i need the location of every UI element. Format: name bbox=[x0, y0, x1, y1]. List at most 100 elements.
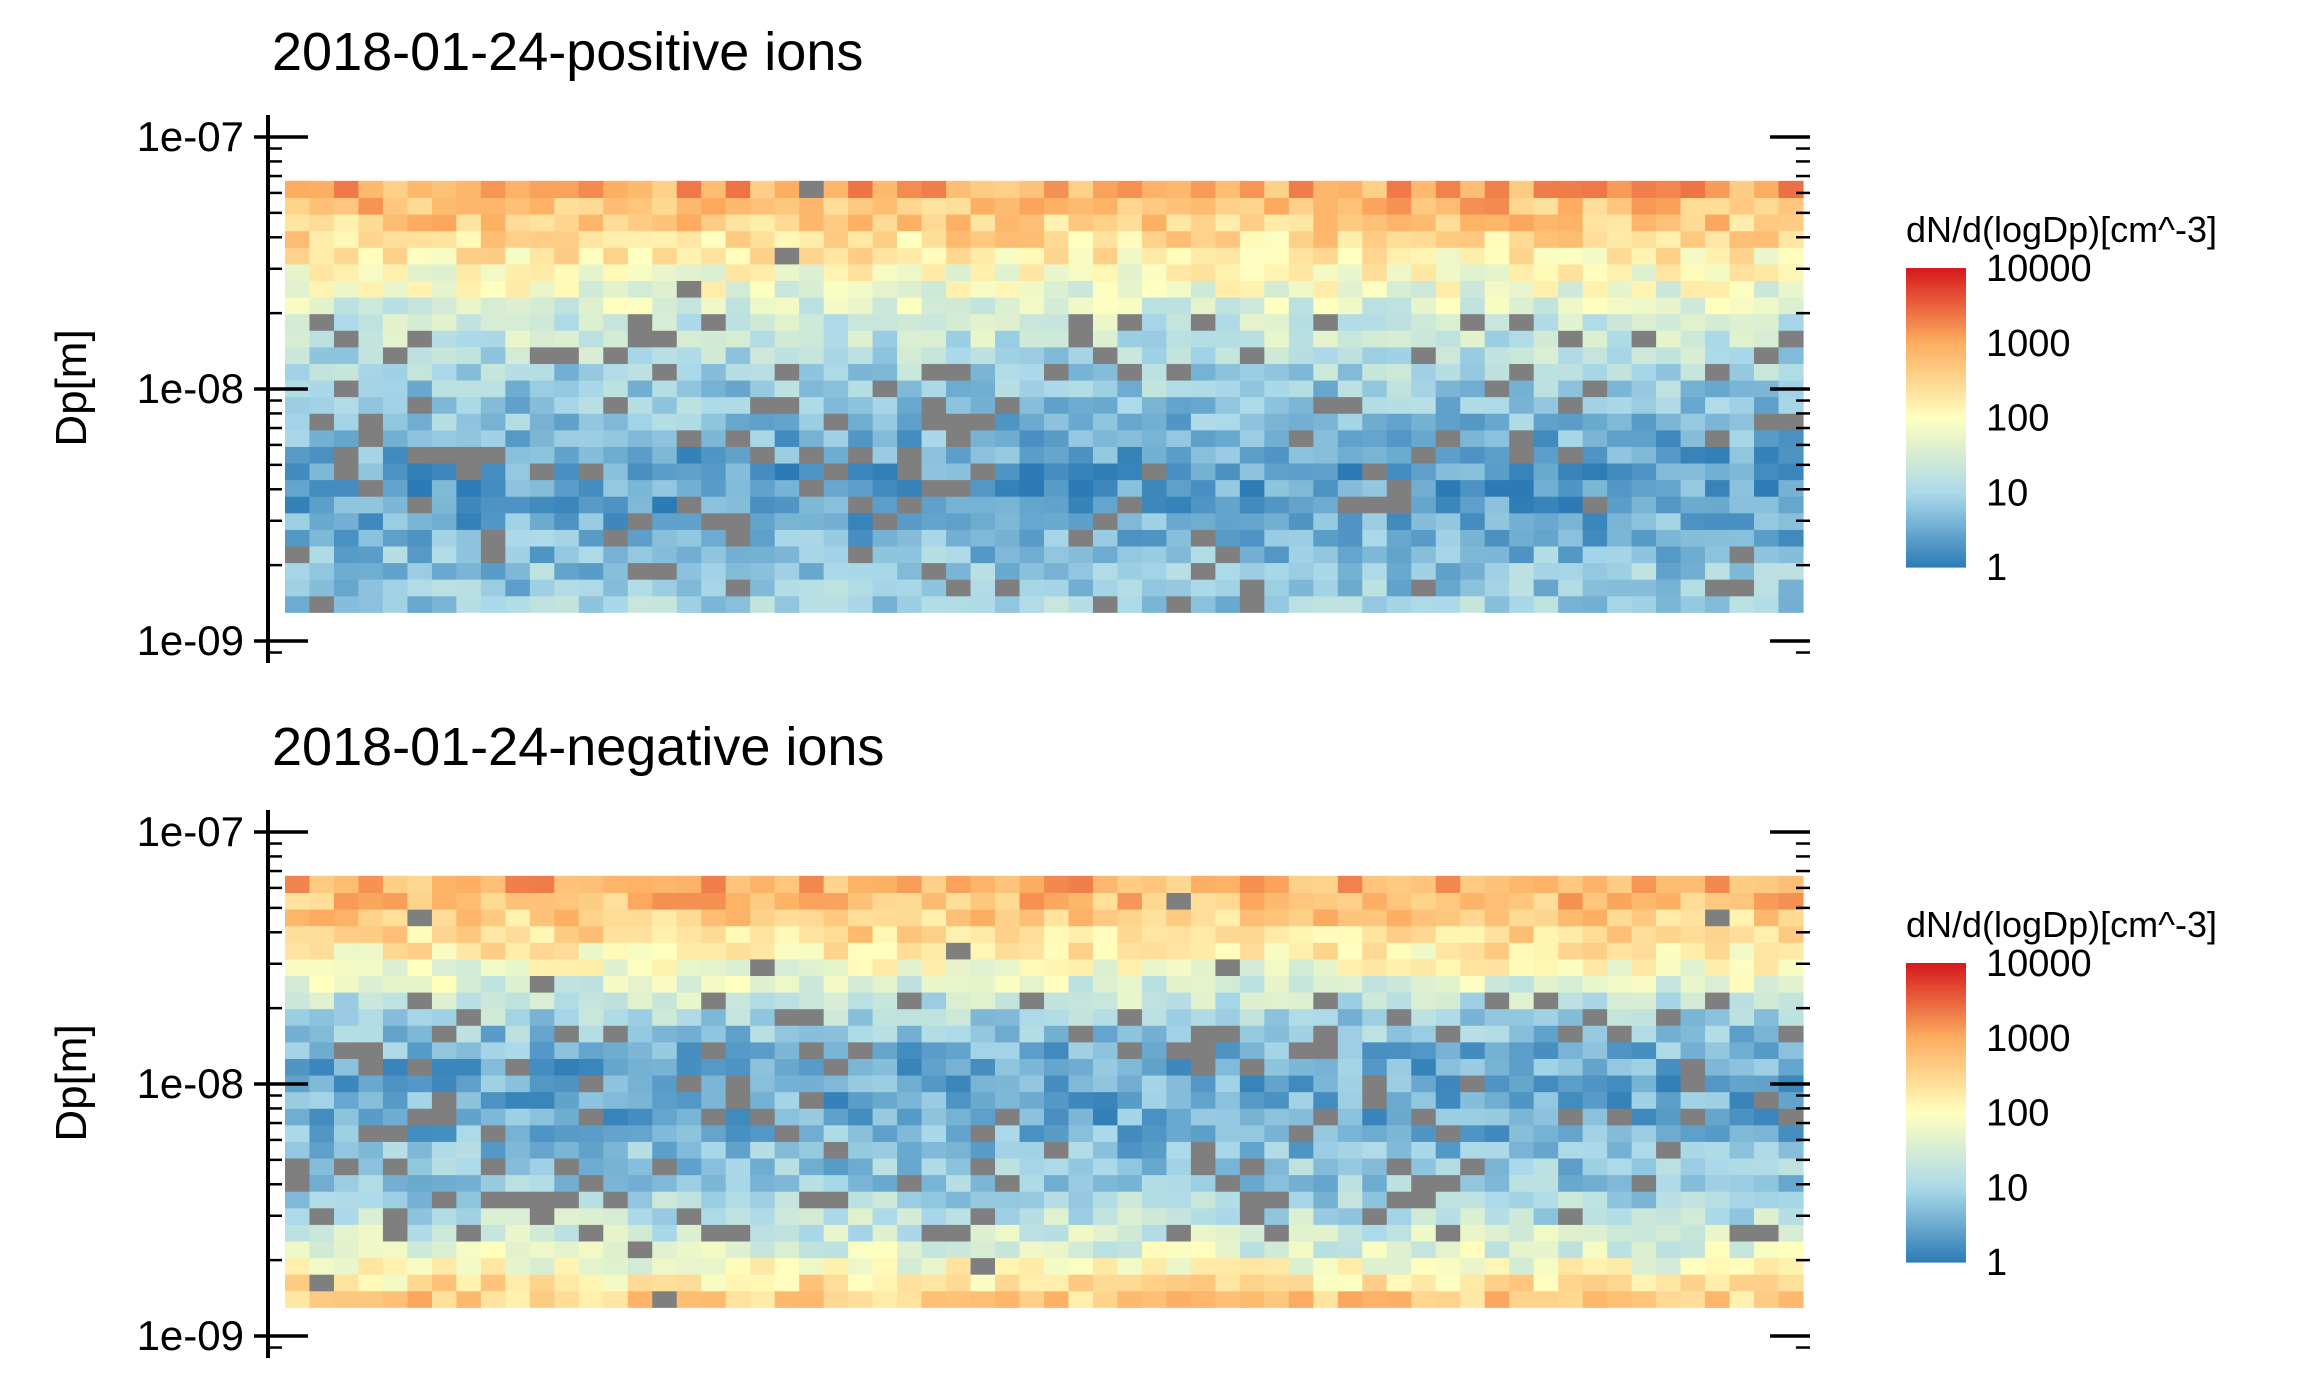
heatmap-cell bbox=[946, 1174, 972, 1192]
heatmap-cell bbox=[603, 529, 629, 547]
heatmap-cell bbox=[774, 1025, 800, 1043]
colorbar-segment bbox=[1906, 1194, 1966, 1198]
heatmap-cell bbox=[505, 892, 531, 910]
heatmap-cell bbox=[750, 363, 776, 381]
heatmap-cell bbox=[1656, 280, 1682, 298]
heatmap-cell bbox=[1044, 1108, 1070, 1126]
heatmap-cell bbox=[897, 512, 923, 530]
colorbar-segment bbox=[1906, 1162, 1966, 1166]
heatmap-cell bbox=[1607, 562, 1633, 580]
heatmap-cell bbox=[897, 1025, 923, 1043]
heatmap-cell bbox=[872, 1207, 898, 1225]
heatmap-cell bbox=[1411, 1025, 1437, 1043]
heatmap-cell bbox=[823, 925, 849, 943]
heatmap-cell bbox=[1337, 1274, 1363, 1292]
heatmap-cell bbox=[1019, 512, 1045, 530]
heatmap-cell bbox=[1607, 1224, 1633, 1242]
heatmap-cell bbox=[970, 1108, 996, 1126]
heatmap-cell bbox=[1166, 363, 1192, 381]
heatmap-cell bbox=[456, 247, 482, 265]
heatmap-cell bbox=[970, 909, 996, 927]
heatmap-cell bbox=[1117, 1074, 1143, 1093]
heatmap-cell bbox=[970, 1224, 996, 1242]
heatmap-cell bbox=[1558, 1274, 1584, 1292]
heatmap-cell bbox=[1337, 1058, 1363, 1076]
heatmap-cell bbox=[1656, 1257, 1682, 1275]
heatmap-cell bbox=[1019, 396, 1045, 414]
heatmap-cell bbox=[382, 280, 409, 298]
heatmap-cell bbox=[407, 496, 433, 514]
heatmap-cell bbox=[1460, 909, 1486, 927]
heatmap-cell bbox=[554, 413, 580, 431]
heatmap-cell bbox=[1680, 396, 1706, 414]
heatmap-cell bbox=[1019, 313, 1045, 331]
heatmap-cell bbox=[1729, 512, 1755, 530]
heatmap-cell bbox=[1264, 1290, 1290, 1308]
heatmap-cell bbox=[1117, 1240, 1143, 1259]
heatmap-cell bbox=[1362, 1074, 1388, 1093]
colorbar-segment bbox=[1906, 1182, 1966, 1186]
heatmap-cell bbox=[431, 958, 457, 976]
heatmap-cell bbox=[872, 1025, 898, 1043]
heatmap-cell bbox=[750, 958, 776, 976]
heatmap-cell bbox=[1215, 462, 1241, 481]
heatmap-cell bbox=[554, 1074, 580, 1093]
heatmap-cell bbox=[1509, 429, 1535, 447]
heatmap-cell bbox=[1509, 991, 1535, 1010]
heatmap-cell bbox=[1582, 1290, 1608, 1308]
colorbar-segment bbox=[1906, 275, 1966, 279]
heatmap-cell bbox=[897, 991, 923, 1010]
heatmap-cell bbox=[603, 230, 629, 248]
colorbar-segment bbox=[1906, 1254, 1966, 1258]
colorbar-segment bbox=[1906, 975, 1966, 979]
heatmap-cell bbox=[1484, 496, 1510, 514]
heatmap-cell bbox=[578, 1257, 604, 1275]
heatmap-cell bbox=[1117, 296, 1143, 315]
heatmap-cell bbox=[407, 1240, 433, 1259]
heatmap-cell bbox=[897, 1124, 923, 1142]
heatmap-cell bbox=[1778, 925, 1804, 943]
heatmap-cell bbox=[1044, 1141, 1070, 1159]
heatmap-cell bbox=[1631, 330, 1657, 348]
heatmap-cell bbox=[1362, 214, 1388, 232]
heatmap-cell bbox=[652, 296, 678, 315]
heatmap-cell bbox=[823, 1091, 849, 1109]
heatmap-cell bbox=[823, 446, 849, 464]
heatmap-cell bbox=[995, 379, 1021, 398]
heatmap-cell bbox=[431, 991, 457, 1010]
heatmap-cell bbox=[1754, 1058, 1780, 1076]
colorbar-segment bbox=[1906, 462, 1966, 466]
heatmap-cell bbox=[1656, 1074, 1682, 1093]
heatmap-cell bbox=[995, 545, 1021, 564]
colorbar-segment bbox=[1906, 1204, 1966, 1208]
heatmap-cell bbox=[1778, 1224, 1804, 1242]
heatmap-cell bbox=[995, 1108, 1021, 1126]
heatmap-cell bbox=[309, 1174, 335, 1192]
heatmap-cell bbox=[1656, 313, 1682, 331]
heatmap-cell bbox=[1215, 875, 1241, 894]
heatmap-cell bbox=[1166, 1240, 1192, 1259]
heatmap-cell bbox=[1411, 1141, 1437, 1159]
heatmap-cell bbox=[1705, 875, 1731, 894]
heatmap-cell bbox=[1754, 263, 1780, 281]
heatmap-cell bbox=[725, 1207, 751, 1225]
heatmap-cell bbox=[921, 579, 947, 597]
heatmap-cell bbox=[921, 1157, 947, 1176]
colorbar-segment bbox=[1906, 985, 1966, 989]
heatmap-cell bbox=[1337, 396, 1363, 414]
heatmap-cell bbox=[1754, 958, 1780, 976]
heatmap-cell bbox=[1533, 975, 1559, 993]
heatmap-cell bbox=[1680, 247, 1706, 265]
colorbar-segment bbox=[1906, 492, 1966, 496]
heatmap-cell bbox=[701, 579, 727, 597]
heatmap-cell bbox=[1460, 462, 1486, 481]
heatmap-cell bbox=[1729, 1240, 1755, 1259]
heatmap-cell bbox=[578, 909, 604, 927]
heatmap-cell bbox=[1778, 579, 1804, 597]
heatmap-cell bbox=[1313, 429, 1339, 447]
heatmap-cell bbox=[1386, 1240, 1412, 1259]
colorbar-segment bbox=[1906, 407, 1966, 411]
heatmap-cell bbox=[554, 1207, 580, 1225]
colorbar-segment bbox=[1906, 514, 1966, 518]
heatmap-cell bbox=[1582, 479, 1608, 497]
